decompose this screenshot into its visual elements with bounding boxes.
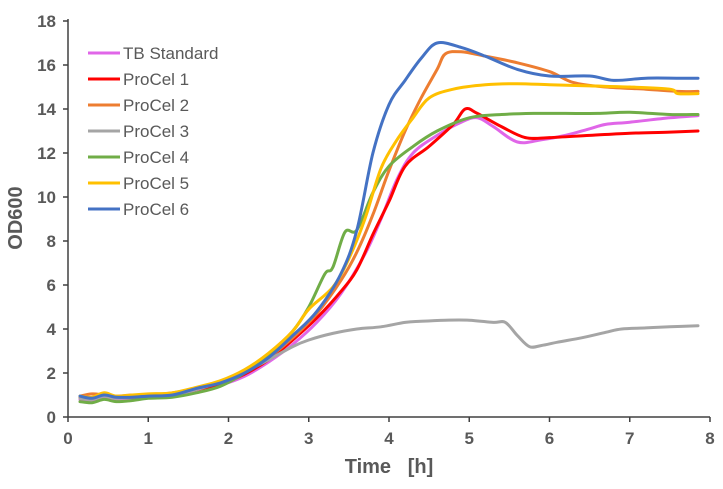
- y-tick-label: 2: [47, 364, 56, 383]
- series-line-procel-4: [78, 110, 700, 405]
- series-line-procel-6: [78, 41, 700, 400]
- legend-label: ProCel 1: [123, 70, 189, 89]
- legend-item: ProCel 1: [88, 70, 189, 89]
- legend-item: ProCel 3: [88, 122, 189, 141]
- x-tick-label: 4: [384, 429, 394, 448]
- y-tick-label: 6: [47, 276, 56, 295]
- x-tick-label: 8: [705, 429, 714, 448]
- legend-item: ProCel 5: [88, 174, 189, 193]
- legend-label: ProCel 4: [123, 148, 189, 167]
- x-tick-label: 3: [304, 429, 313, 448]
- legend-item: ProCel 4: [88, 148, 189, 167]
- legend-item: ProCel 2: [88, 96, 189, 115]
- legend-label: ProCel 5: [123, 174, 189, 193]
- y-tick-label: 4: [47, 320, 57, 339]
- x-tick-label: 1: [144, 429, 153, 448]
- legend-label: ProCel 6: [123, 200, 189, 219]
- y-tick-label: 14: [37, 100, 56, 119]
- legend-item: TB Standard: [88, 44, 218, 63]
- x-tick-label: 0: [63, 429, 72, 448]
- x-tick-label: 2: [224, 429, 233, 448]
- y-tick-label: 12: [37, 144, 56, 163]
- y-tick-label: 16: [37, 56, 56, 75]
- x-tick-label: 7: [625, 429, 634, 448]
- x-axis-label: Time [h]: [345, 456, 434, 478]
- x-tick-label: 6: [545, 429, 554, 448]
- legend-label: TB Standard: [123, 44, 218, 63]
- series-line-procel-3: [78, 318, 700, 401]
- y-tick-label: 0: [47, 408, 56, 427]
- x-tick-label: 5: [465, 429, 474, 448]
- legend-label: ProCel 2: [123, 96, 189, 115]
- legend-item: ProCel 6: [88, 200, 189, 219]
- legend-label: ProCel 3: [123, 122, 189, 141]
- y-tick-label: 10: [37, 188, 56, 207]
- y-axis-label: OD600: [5, 186, 27, 249]
- y-tick-label: 8: [47, 232, 56, 251]
- y-tick-label: 18: [37, 12, 56, 31]
- series-lines: [78, 41, 700, 405]
- legend: TB Standard ProCel 1 ProCel 2 ProCel 3 ProCe…: [88, 44, 218, 219]
